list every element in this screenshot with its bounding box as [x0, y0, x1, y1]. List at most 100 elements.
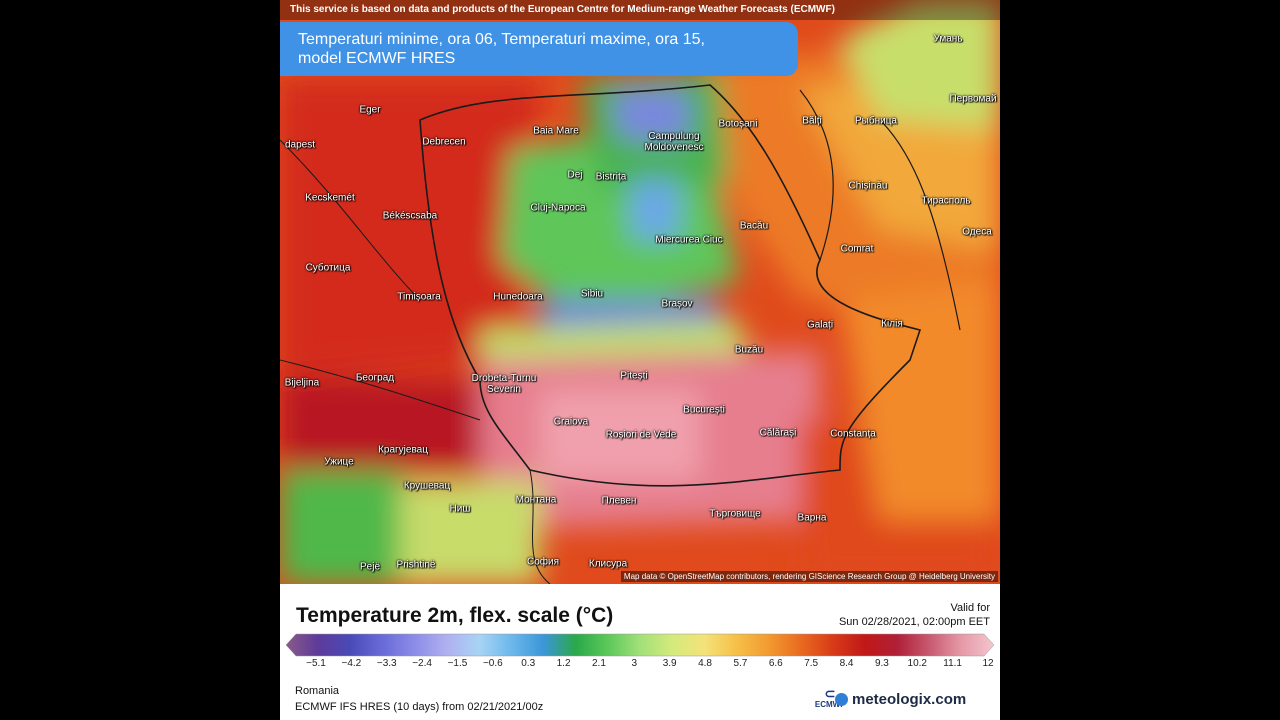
temperature-zone — [840, 280, 1000, 520]
valid-time: Valid for Sun 02/28/2021, 02:00pm EET — [839, 601, 990, 629]
city-label: dapest — [284, 139, 316, 151]
colorbar: −5.1 −4.2 −3.3 −2.4 −1.5 −0.6 0.3 1.2 2.1 3 3.9 4.8… — [280, 632, 1000, 676]
colorbar-tick-label: 12 — [982, 658, 994, 669]
city-label: Békéscsaba — [382, 210, 438, 222]
city-label: Baia Mare — [533, 125, 579, 137]
colorbar-tick-label: −0.6 — [482, 658, 503, 669]
city-label: Brașov — [661, 298, 693, 310]
temperature-zone — [280, 440, 400, 584]
forecast-panel: Eger dapest Debrecen Baia Mare Campulung Mol… — [280, 0, 1000, 720]
legend: Temperature 2m, flex. scale (°C) Valid f… — [280, 584, 1000, 720]
city-label: Chișinău — [848, 180, 888, 192]
city-label: Кілія — [881, 318, 903, 330]
city-label: Pejë — [359, 561, 381, 573]
colorbar-tick-label: 11.1 — [943, 658, 962, 669]
valid-datetime: Sun 02/28/2021, 02:00pm EET — [838, 616, 990, 628]
map-title-line2: model ECMWF HRES — [298, 50, 456, 67]
temperature-map[interactable]: Eger dapest Debrecen Baia Mare Campulung Mol… — [280, 0, 1000, 584]
city-label: Sibiu — [580, 288, 604, 300]
ecmwf-logo: ⊂ ECMWF — [810, 687, 850, 709]
city-label: Miercurea Ciuc — [655, 234, 723, 246]
colorbar-tick-label: 8.4 — [839, 658, 854, 669]
city-label: Debrecen — [422, 136, 466, 148]
brand-text: meteologix.com — [852, 691, 967, 708]
colorbar-tick-label: 6.6 — [768, 658, 783, 669]
city-label: Bălți — [802, 115, 822, 127]
meteologix-brand[interactable]: meteologix.com — [835, 691, 967, 708]
city-label: Kecskemét — [305, 192, 355, 204]
neighbour-borders — [280, 139, 551, 584]
city-label: Cluj-Napoca — [530, 202, 586, 214]
city-label: Eger — [359, 104, 381, 116]
colorbar-tick-label: 2.1 — [591, 658, 606, 669]
city-label: Prishtinë — [396, 559, 436, 571]
city-label: Dej — [567, 169, 583, 181]
region-name: Romania — [295, 685, 340, 697]
city-label: София — [526, 556, 560, 568]
city-label: Comrat — [840, 243, 874, 255]
temperature-zone — [280, 380, 480, 470]
city-label: Варна — [797, 512, 827, 524]
ecmwf-source-note: This service is based on data and produc… — [280, 0, 1000, 20]
city-label: Ужице — [324, 456, 354, 468]
city-label: Botoșani — [718, 118, 758, 130]
ecmwf-logo-text: ECMWF — [814, 700, 846, 709]
legend-title: Temperature 2m, flex. scale (°C) — [296, 604, 614, 627]
colorbar-tick-label: 7.5 — [804, 658, 819, 669]
city-label: Roșiori de Vede — [605, 429, 677, 441]
colorbar-tick-label: 0.3 — [521, 658, 536, 669]
city-label: Монтана — [515, 494, 557, 506]
colorbar-tick-label: 5.7 — [733, 658, 748, 669]
temperature-zone — [280, 80, 540, 380]
city-label: Bistrița — [595, 171, 627, 183]
city-label: Călărași — [759, 427, 797, 439]
city-label: Craiova — [553, 416, 589, 428]
globe-icon — [835, 693, 848, 706]
moldova-border — [799, 89, 961, 331]
romania-border — [419, 84, 922, 487]
map-attribution: Map data © OpenStreetMap contributors, r… — [620, 571, 998, 582]
colorbar-tick-label: −4.2 — [341, 658, 362, 669]
temperature-zone — [540, 390, 700, 480]
city-label: Одеса — [962, 226, 992, 238]
city-label: Суботица — [305, 262, 351, 274]
colorbar-tick-label: 9.3 — [874, 658, 889, 669]
colorbar-tick-label: −5.1 — [306, 658, 326, 669]
temperature-zone — [400, 480, 540, 584]
colorbar-tick-label: 1.2 — [556, 658, 571, 669]
city-label: Клисура — [588, 558, 628, 570]
city-label: Крушевац — [403, 480, 451, 492]
city-label: Constanța — [830, 428, 876, 440]
city-label: Buzău — [734, 344, 764, 356]
temperature-field — [280, 0, 1000, 584]
city-label: Hunedoara — [493, 291, 543, 303]
colorbar-tick-label: −3.3 — [376, 658, 397, 669]
colorbar-tick-label: 3.9 — [662, 658, 677, 669]
city-label: București — [683, 404, 725, 416]
colorbar-tick-label: −1.5 — [447, 658, 468, 669]
temperature-zone — [840, 0, 1000, 130]
colorbar-tick-label: 10.2 — [907, 658, 927, 669]
temperature-zone — [610, 90, 690, 140]
city-label: Timișoara — [397, 291, 441, 303]
city-label: Campulung Moldovenesc — [644, 131, 704, 153]
city-label: Умань — [933, 33, 963, 45]
colorbar-gradient — [285, 633, 995, 657]
city-label: Крагујевац — [378, 444, 428, 456]
colorbar-tick-label: 4.8 — [698, 658, 712, 669]
city-label: Первомай — [949, 93, 997, 105]
city-label: Ниш — [449, 503, 471, 515]
city-label: Pitești — [620, 370, 648, 382]
city-label: Drobeta-Turnu Severin — [471, 373, 537, 395]
city-label: Bacău — [739, 220, 769, 232]
city-label: Рыбница — [855, 115, 897, 127]
colorbar-bar — [285, 633, 995, 657]
city-label: Плевен — [601, 495, 637, 507]
colorbar-tick-label: 3 — [631, 658, 638, 669]
city-label: Београд — [355, 372, 395, 384]
field-blobs — [280, 0, 1000, 584]
colorbar-tick-label: −2.4 — [412, 658, 432, 669]
model-run: ECMWF IFS HRES (10 days) from 02/21/2021… — [295, 701, 544, 713]
map-title-line1: Temperaturi minime, ora 06, Temperaturi … — [298, 31, 705, 48]
valid-label: Valid for — [950, 602, 990, 614]
